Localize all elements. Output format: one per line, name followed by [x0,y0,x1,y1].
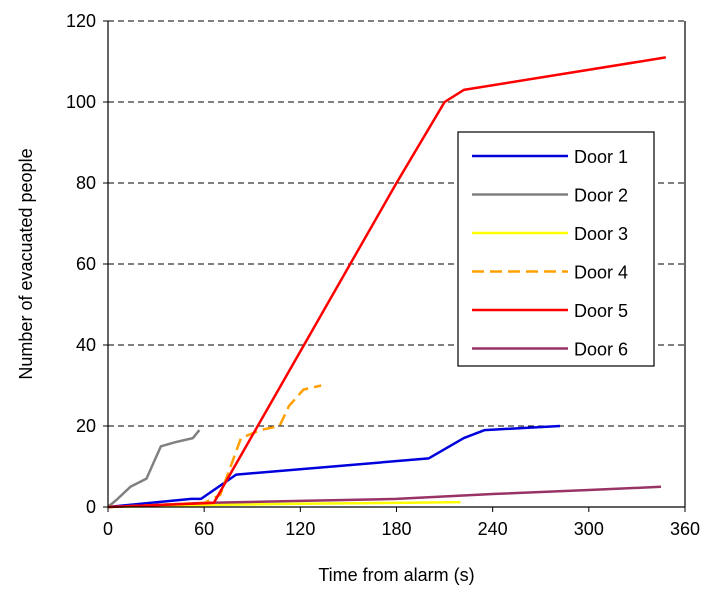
legend-box [457,131,655,367]
legend-label: Door 5 [574,301,628,321]
series-line-door-4 [107,384,322,509]
x-tick-label: 180 [381,519,411,539]
y-tick-label: 80 [76,173,96,193]
series-line-door-1 [107,424,561,509]
axes [103,20,686,512]
x-tick-label: 120 [285,519,315,539]
x-tick-label: 360 [670,519,700,539]
y-tick-label: 40 [76,335,96,355]
legend-label: Door 6 [574,340,628,360]
x-tick-label: 300 [574,519,604,539]
x-tick-label: 60 [194,519,214,539]
x-axis-label: Time from alarm (s) [318,565,474,585]
legend-label: Door 1 [574,147,628,167]
y-tick-label: 20 [76,416,96,436]
legend-label: Door 4 [574,263,628,283]
y-tick-label: 120 [66,11,96,31]
x-tick-label: 0 [103,519,113,539]
y-tick-label: 0 [86,497,96,517]
y-axis-label: Number of evacuated people [16,148,36,379]
series-line-door-5 [107,56,666,509]
tick-labels: 0 20 40 60 80 100 120 0 60 120 180 240 300 360 [66,11,700,539]
legend-label: Door 3 [574,224,628,244]
y-tick-label: 60 [76,254,96,274]
y-tick-label: 100 [66,92,96,112]
series-lines [107,56,666,509]
legend-label: Door 2 [574,186,628,206]
series-line-door-2 [107,429,201,508]
x-tick-label: 240 [478,519,508,539]
legend: Door 1 Door 2 Door 3 Door 4 Door 5 Door 6 [457,131,655,367]
